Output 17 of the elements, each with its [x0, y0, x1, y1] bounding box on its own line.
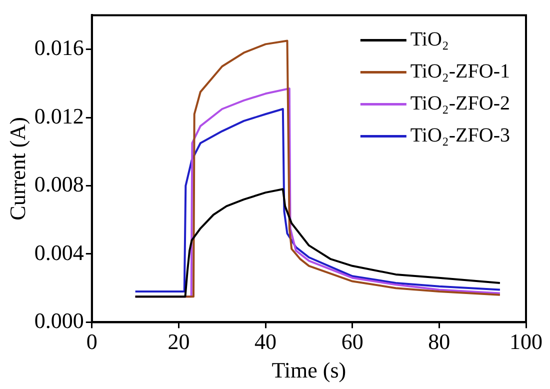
x-tick-label: 80	[428, 329, 450, 354]
x-tick-label: 40	[254, 329, 277, 354]
x-tick-label: 20	[168, 329, 190, 354]
y-tick-label: 0.008	[34, 172, 84, 197]
y-tick-label: 0.012	[34, 103, 84, 128]
legend-label: TiO₂-ZFO-2	[410, 92, 510, 114]
x-tick-label: 0	[86, 329, 98, 354]
x-tick-label: 100	[510, 329, 542, 354]
legend-label: TiO₂-ZFO-1	[410, 60, 510, 82]
y-tick-label: 0.004	[34, 240, 84, 265]
legend-label: TiO₂-ZFO-3	[410, 124, 510, 146]
y-tick-label: 0.016	[34, 35, 84, 60]
legend-label: TiO₂	[410, 28, 449, 50]
y-tick-label: 0.000	[34, 308, 84, 333]
x-axis-title: Time (s)	[272, 358, 346, 383]
x-tick-label: 60	[341, 329, 364, 354]
y-axis-title: Current (A)	[4, 117, 30, 220]
